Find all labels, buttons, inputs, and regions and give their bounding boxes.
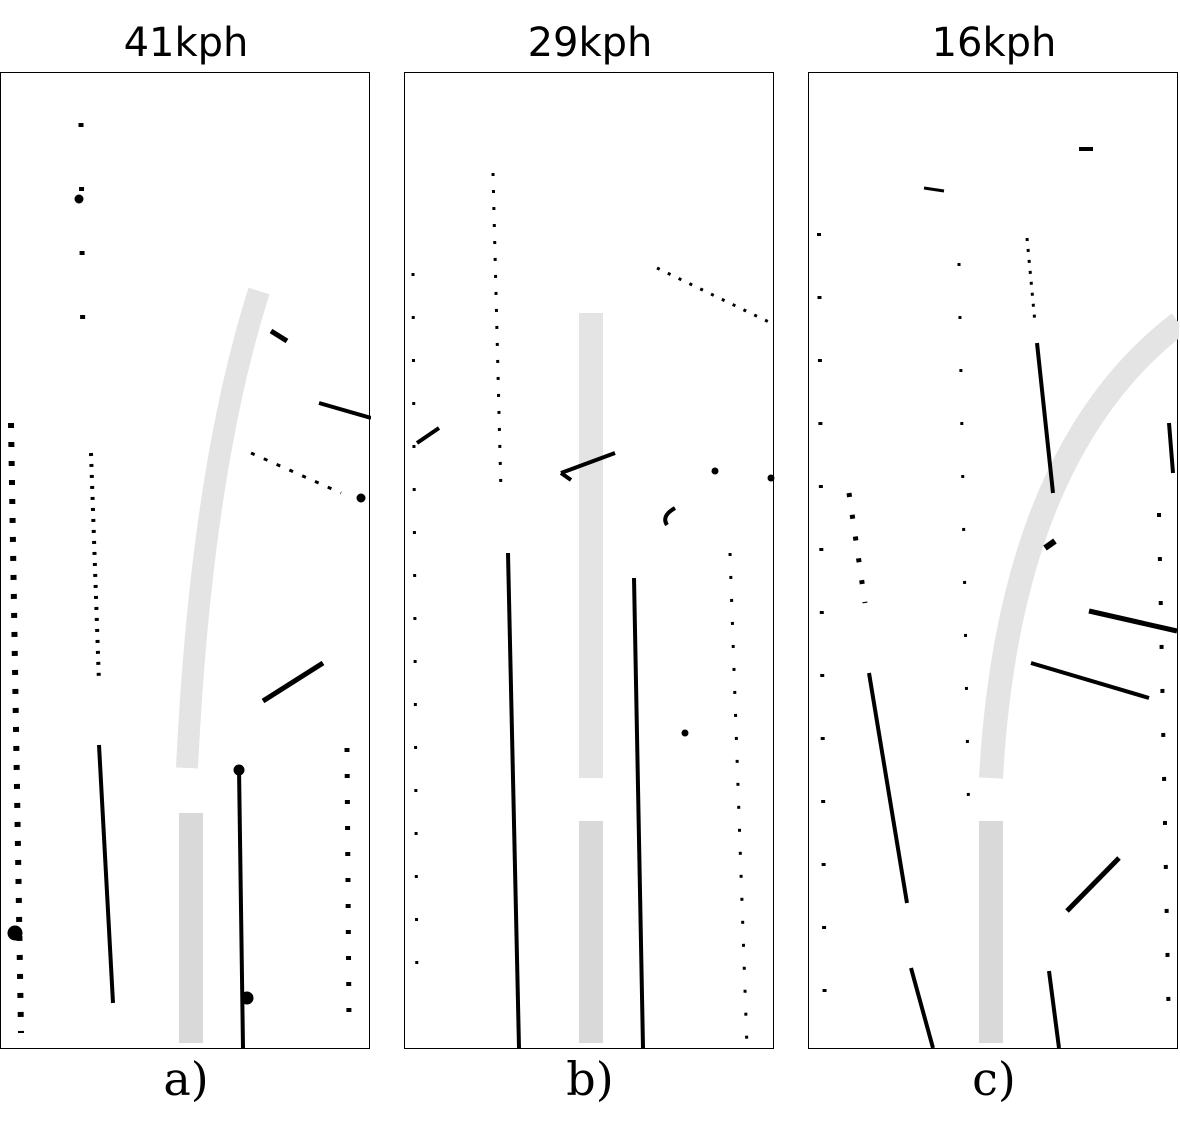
lidar-scan-a — [7, 122, 371, 1049]
lidar-scan-b — [411, 172, 775, 1049]
panel-title-c: 16kph — [931, 20, 1057, 66]
planned-path-straight — [179, 813, 203, 1043]
panel-label-a: a) — [163, 1052, 209, 1106]
panel-b — [404, 72, 775, 1049]
planned-path-curve — [176, 287, 270, 769]
lidar-points — [817, 147, 1178, 1050]
lidar-scan-c — [817, 147, 1179, 1050]
lidar-points — [7, 122, 371, 1049]
panel-a — [0, 72, 371, 1049]
panel-c — [808, 72, 1179, 1050]
panel-label-b: b) — [566, 1052, 614, 1106]
planned-path-straight — [979, 821, 1003, 1043]
panel-title-a: 41kph — [123, 20, 249, 66]
planned-path-lower — [579, 821, 603, 1043]
panel-label-c: c) — [972, 1052, 1016, 1106]
planned-path-curve — [979, 313, 1179, 779]
panel-title-b: 29kph — [527, 20, 653, 66]
planned-path-upper — [579, 313, 603, 778]
lidar-points — [411, 172, 775, 1049]
